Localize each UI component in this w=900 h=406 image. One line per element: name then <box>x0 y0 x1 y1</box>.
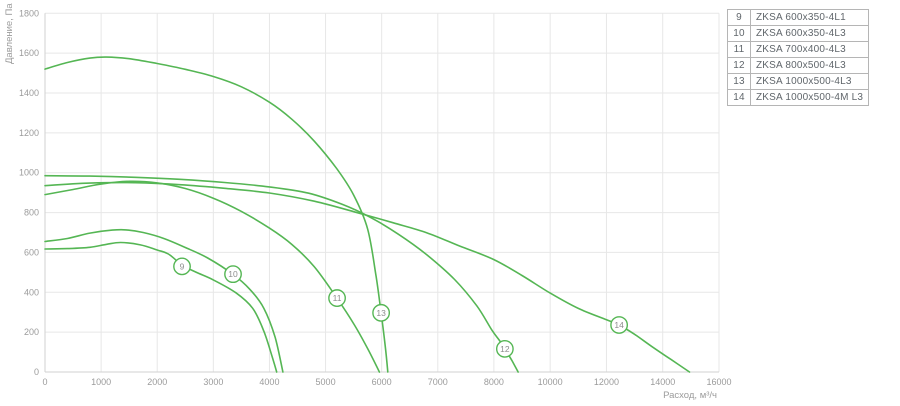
curve-label-10: 10 <box>224 265 242 284</box>
x-tick-label: 7000 <box>428 377 448 387</box>
curve-label-circle-11 <box>328 289 346 307</box>
y-tick-label: 1000 <box>19 168 39 178</box>
x-tick-label: 3000 <box>203 377 223 387</box>
y-tick-label: 0 <box>34 367 39 377</box>
curve-label-circle-14 <box>610 316 629 334</box>
curve-label-circle-13 <box>372 303 391 322</box>
legend-curve-label: ZKSA 700x400-4L3 <box>749 41 870 58</box>
legend-curve-number: 12 <box>727 57 751 74</box>
legend-table: 9 ZKSA 600x350-4L1 10 ZKSA 600x350-4L3 11 ZKS… <box>727 9 870 106</box>
curve-label-9: 9 <box>173 257 191 276</box>
x-tick-label: 0 <box>42 377 47 387</box>
y-tick-label: 600 <box>24 247 39 257</box>
y-tick-label: 1600 <box>19 48 39 58</box>
legend-curve-label: ZKSA 800x500-4L3 <box>749 57 870 74</box>
curve-label-circle-10 <box>224 265 242 284</box>
legend-row-10: 10 ZKSA 600x350-4L3 <box>727 25 870 42</box>
curve-14 <box>44 181 691 373</box>
legend-curve-label: ZKSA 1000x500-4M L3 <box>749 89 870 106</box>
legend-row-12: 12 ZKSA 800x500-4L3 <box>727 57 870 74</box>
y-tick-label: 400 <box>24 287 39 297</box>
curve-label-text-9: 9 <box>180 261 185 271</box>
legend-body: 9 ZKSA 600x350-4L1 10 ZKSA 600x350-4L3 11 ZKS… <box>727 9 870 106</box>
curve-label-circle-9 <box>173 257 191 276</box>
y-axis-title: Давление, Па <box>4 3 15 64</box>
legend-curve-label: ZKSA 1000x500-4L3 <box>749 73 870 90</box>
x-tick-label: 1000 <box>91 377 111 387</box>
curve-9 <box>44 241 278 373</box>
y-tick-label: 1400 <box>19 88 39 98</box>
legend-curve-number: 9 <box>727 9 751 26</box>
y-tick-label: 1200 <box>19 128 39 138</box>
x-tick-label: 5000 <box>316 377 336 387</box>
x-tick-label: 14000 <box>650 377 675 387</box>
x-tick-label: 2000 <box>147 377 167 387</box>
legend-row-14: 14 ZKSA 1000x500-4M L3 <box>727 89 870 106</box>
curve-label-11: 11 <box>328 289 346 307</box>
legend-curve-number: 14 <box>727 89 751 106</box>
y-tick-label: 800 <box>24 208 39 218</box>
x-tick-label: 8000 <box>484 377 504 387</box>
legend-curve-number: 13 <box>727 73 751 90</box>
curve-label-text-10: 10 <box>228 269 238 279</box>
y-tick-label: 200 <box>24 327 39 337</box>
x-tick-label: 4000 <box>259 377 279 387</box>
curve-label-12: 12 <box>495 339 514 358</box>
curve-label-13: 13 <box>372 303 391 322</box>
legend-curve-label: ZKSA 600x350-4L1 <box>749 9 870 26</box>
x-axis-title: Расход, м³/ч <box>663 390 717 401</box>
curve-label-text-14: 14 <box>614 320 624 330</box>
y-tick-label: 1800 <box>19 8 39 18</box>
x-tick-label: 16000 <box>706 377 731 387</box>
legend-row-13: 13 ZKSA 1000x500-4L3 <box>727 73 870 90</box>
curve-11 <box>44 180 381 373</box>
legend-curve-number: 11 <box>727 41 751 58</box>
legend-row-9: 9 ZKSA 600x350-4L1 <box>727 9 870 26</box>
x-tick-label: 10000 <box>538 377 563 387</box>
x-tick-label: 6000 <box>372 377 392 387</box>
legend-curve-number: 10 <box>727 25 751 42</box>
curve-label-text-12: 12 <box>500 344 510 354</box>
curve-label-14: 14 <box>610 316 629 334</box>
curve-label-text-11: 11 <box>333 293 342 303</box>
curve-label-circle-12 <box>495 339 514 358</box>
legend-row-11: 11 ZKSA 700x400-4L3 <box>727 41 870 58</box>
legend-curve-label: ZKSA 600x350-4L3 <box>749 25 870 42</box>
x-tick-label: 12000 <box>594 377 619 387</box>
curve-12 <box>44 174 519 373</box>
curve-label-text-13: 13 <box>376 308 386 318</box>
curve-13 <box>44 56 389 373</box>
curve-10 <box>44 228 284 373</box>
